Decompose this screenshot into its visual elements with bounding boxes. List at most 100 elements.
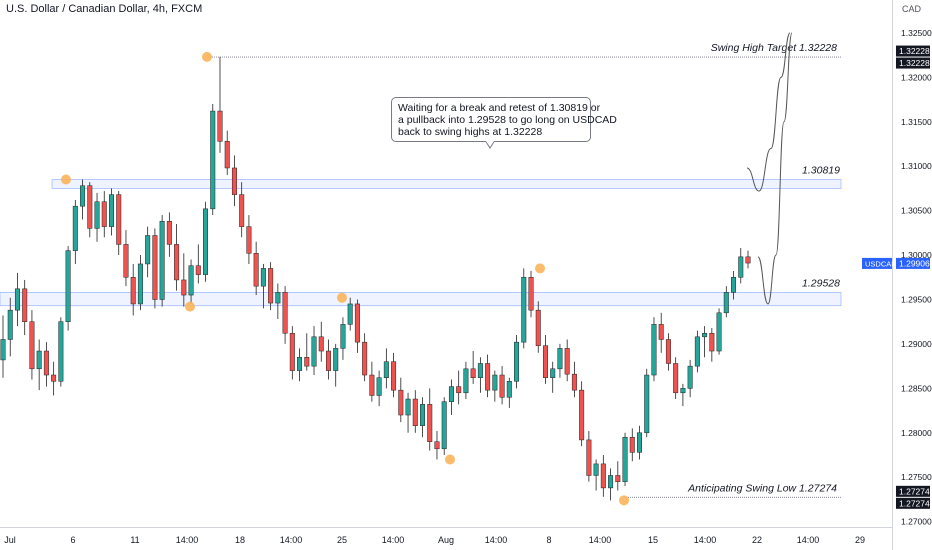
candle-body bbox=[673, 363, 679, 394]
candle-body bbox=[463, 368, 469, 394]
candle-body bbox=[514, 341, 520, 382]
candle-body bbox=[116, 194, 122, 245]
candle-body bbox=[72, 205, 78, 251]
candle-body bbox=[398, 389, 404, 416]
projection-path bbox=[757, 32, 793, 305]
level-label: Swing High Target 1.32228 bbox=[711, 42, 837, 54]
candle-body bbox=[260, 268, 266, 287]
candle-body bbox=[694, 336, 700, 367]
candle-body bbox=[152, 235, 158, 300]
candle-body bbox=[738, 256, 744, 278]
candle-body bbox=[376, 377, 382, 396]
candle-body bbox=[297, 357, 303, 371]
candle-body bbox=[311, 336, 317, 367]
candle-body bbox=[644, 374, 650, 434]
y-tick-label: 1.32000 bbox=[901, 72, 932, 82]
x-tick-label: 18 bbox=[235, 535, 245, 545]
candle-body bbox=[188, 265, 194, 296]
candle-body bbox=[420, 404, 426, 426]
candle-body bbox=[239, 194, 245, 227]
candle-body bbox=[109, 194, 114, 227]
zone-label: 1.30819 bbox=[802, 165, 840, 177]
swing-point-marker bbox=[202, 51, 212, 62]
callout-line: Waiting for a break and retest of 1.3081… bbox=[398, 102, 601, 114]
x-tick-label: 14:00 bbox=[280, 535, 303, 545]
candle-body bbox=[333, 348, 339, 371]
candle-body bbox=[22, 288, 28, 322]
candle-body bbox=[499, 374, 505, 398]
candle-body bbox=[593, 463, 599, 476]
candle-body bbox=[391, 361, 397, 391]
last-price-label: 1.29906 bbox=[899, 258, 930, 268]
y-tick-label: 1.31500 bbox=[901, 117, 932, 127]
candle-body bbox=[210, 110, 216, 210]
swing-point-marker bbox=[619, 495, 629, 506]
candle-body bbox=[680, 388, 686, 394]
candle-body bbox=[702, 333, 708, 338]
candle-body bbox=[441, 401, 447, 450]
candle-body bbox=[579, 389, 585, 441]
x-tick-label: 14:00 bbox=[589, 535, 612, 545]
candle-body bbox=[535, 309, 541, 346]
candle-body bbox=[43, 350, 49, 376]
candle-body bbox=[87, 185, 93, 229]
price-scale-marker bbox=[896, 485, 930, 497]
candle-body bbox=[564, 348, 570, 375]
x-tick-label: 8 bbox=[546, 535, 551, 545]
candle-body bbox=[181, 279, 187, 296]
candle-body bbox=[745, 256, 751, 264]
x-tick-label: 14:00 bbox=[485, 535, 508, 545]
candle-body bbox=[716, 312, 722, 352]
candle-body bbox=[362, 341, 368, 376]
y-tick-label: 1.31000 bbox=[901, 161, 932, 171]
candle-body bbox=[347, 303, 353, 325]
candle-body bbox=[456, 386, 462, 394]
candle-body bbox=[289, 333, 295, 371]
price-scale-marker-label: 1.32228 bbox=[899, 46, 930, 56]
candle-body bbox=[137, 263, 143, 305]
candle-body bbox=[723, 292, 729, 314]
candle-body bbox=[318, 336, 324, 352]
candle-body bbox=[203, 208, 209, 275]
y-tick-label: 1.29000 bbox=[901, 339, 932, 349]
y-tick-label: 1.28500 bbox=[901, 383, 932, 393]
support-resistance-zone bbox=[51, 179, 842, 189]
currency-label: CAD bbox=[902, 4, 922, 14]
y-tick-label: 1.32500 bbox=[901, 28, 932, 38]
swing-point-marker bbox=[445, 454, 455, 465]
candle-body bbox=[622, 436, 628, 482]
candle-body bbox=[340, 324, 346, 349]
candle-body bbox=[325, 350, 331, 371]
zone-label: 1.29528 bbox=[802, 277, 840, 289]
candle-body bbox=[268, 268, 274, 304]
callout-pointer-fill bbox=[486, 141, 494, 147]
swing-point-marker bbox=[61, 174, 71, 185]
level-label: Anticipating Swing Low 1.27274 bbox=[687, 482, 837, 494]
candle-body bbox=[224, 141, 230, 169]
candle-body bbox=[731, 277, 737, 293]
candle-body bbox=[665, 339, 671, 364]
candle-body bbox=[637, 432, 642, 453]
x-tick-label: 14:00 bbox=[694, 535, 717, 545]
candle-body bbox=[14, 288, 20, 311]
candle-body bbox=[448, 386, 454, 402]
chart-title: U.S. Dollar / Canadian Dollar, 4h, FXCM bbox=[6, 3, 203, 15]
x-tick-label: 11 bbox=[130, 535, 139, 545]
candle-body bbox=[629, 436, 635, 453]
candle-body bbox=[94, 201, 100, 229]
x-tick-label: 22 bbox=[752, 535, 762, 545]
candle-body bbox=[492, 374, 498, 391]
candle-body bbox=[217, 110, 223, 142]
x-tick-label: 15 bbox=[648, 535, 658, 545]
candle-body bbox=[195, 265, 201, 275]
candle-body bbox=[383, 361, 389, 378]
y-tick-label: 1.27500 bbox=[901, 472, 932, 482]
candle-body bbox=[586, 439, 592, 476]
candle-body bbox=[528, 277, 534, 311]
candle-body bbox=[412, 398, 418, 426]
candle-body bbox=[130, 277, 136, 305]
y-tick-label: 1.30000 bbox=[901, 250, 932, 260]
candle-body bbox=[36, 350, 42, 370]
